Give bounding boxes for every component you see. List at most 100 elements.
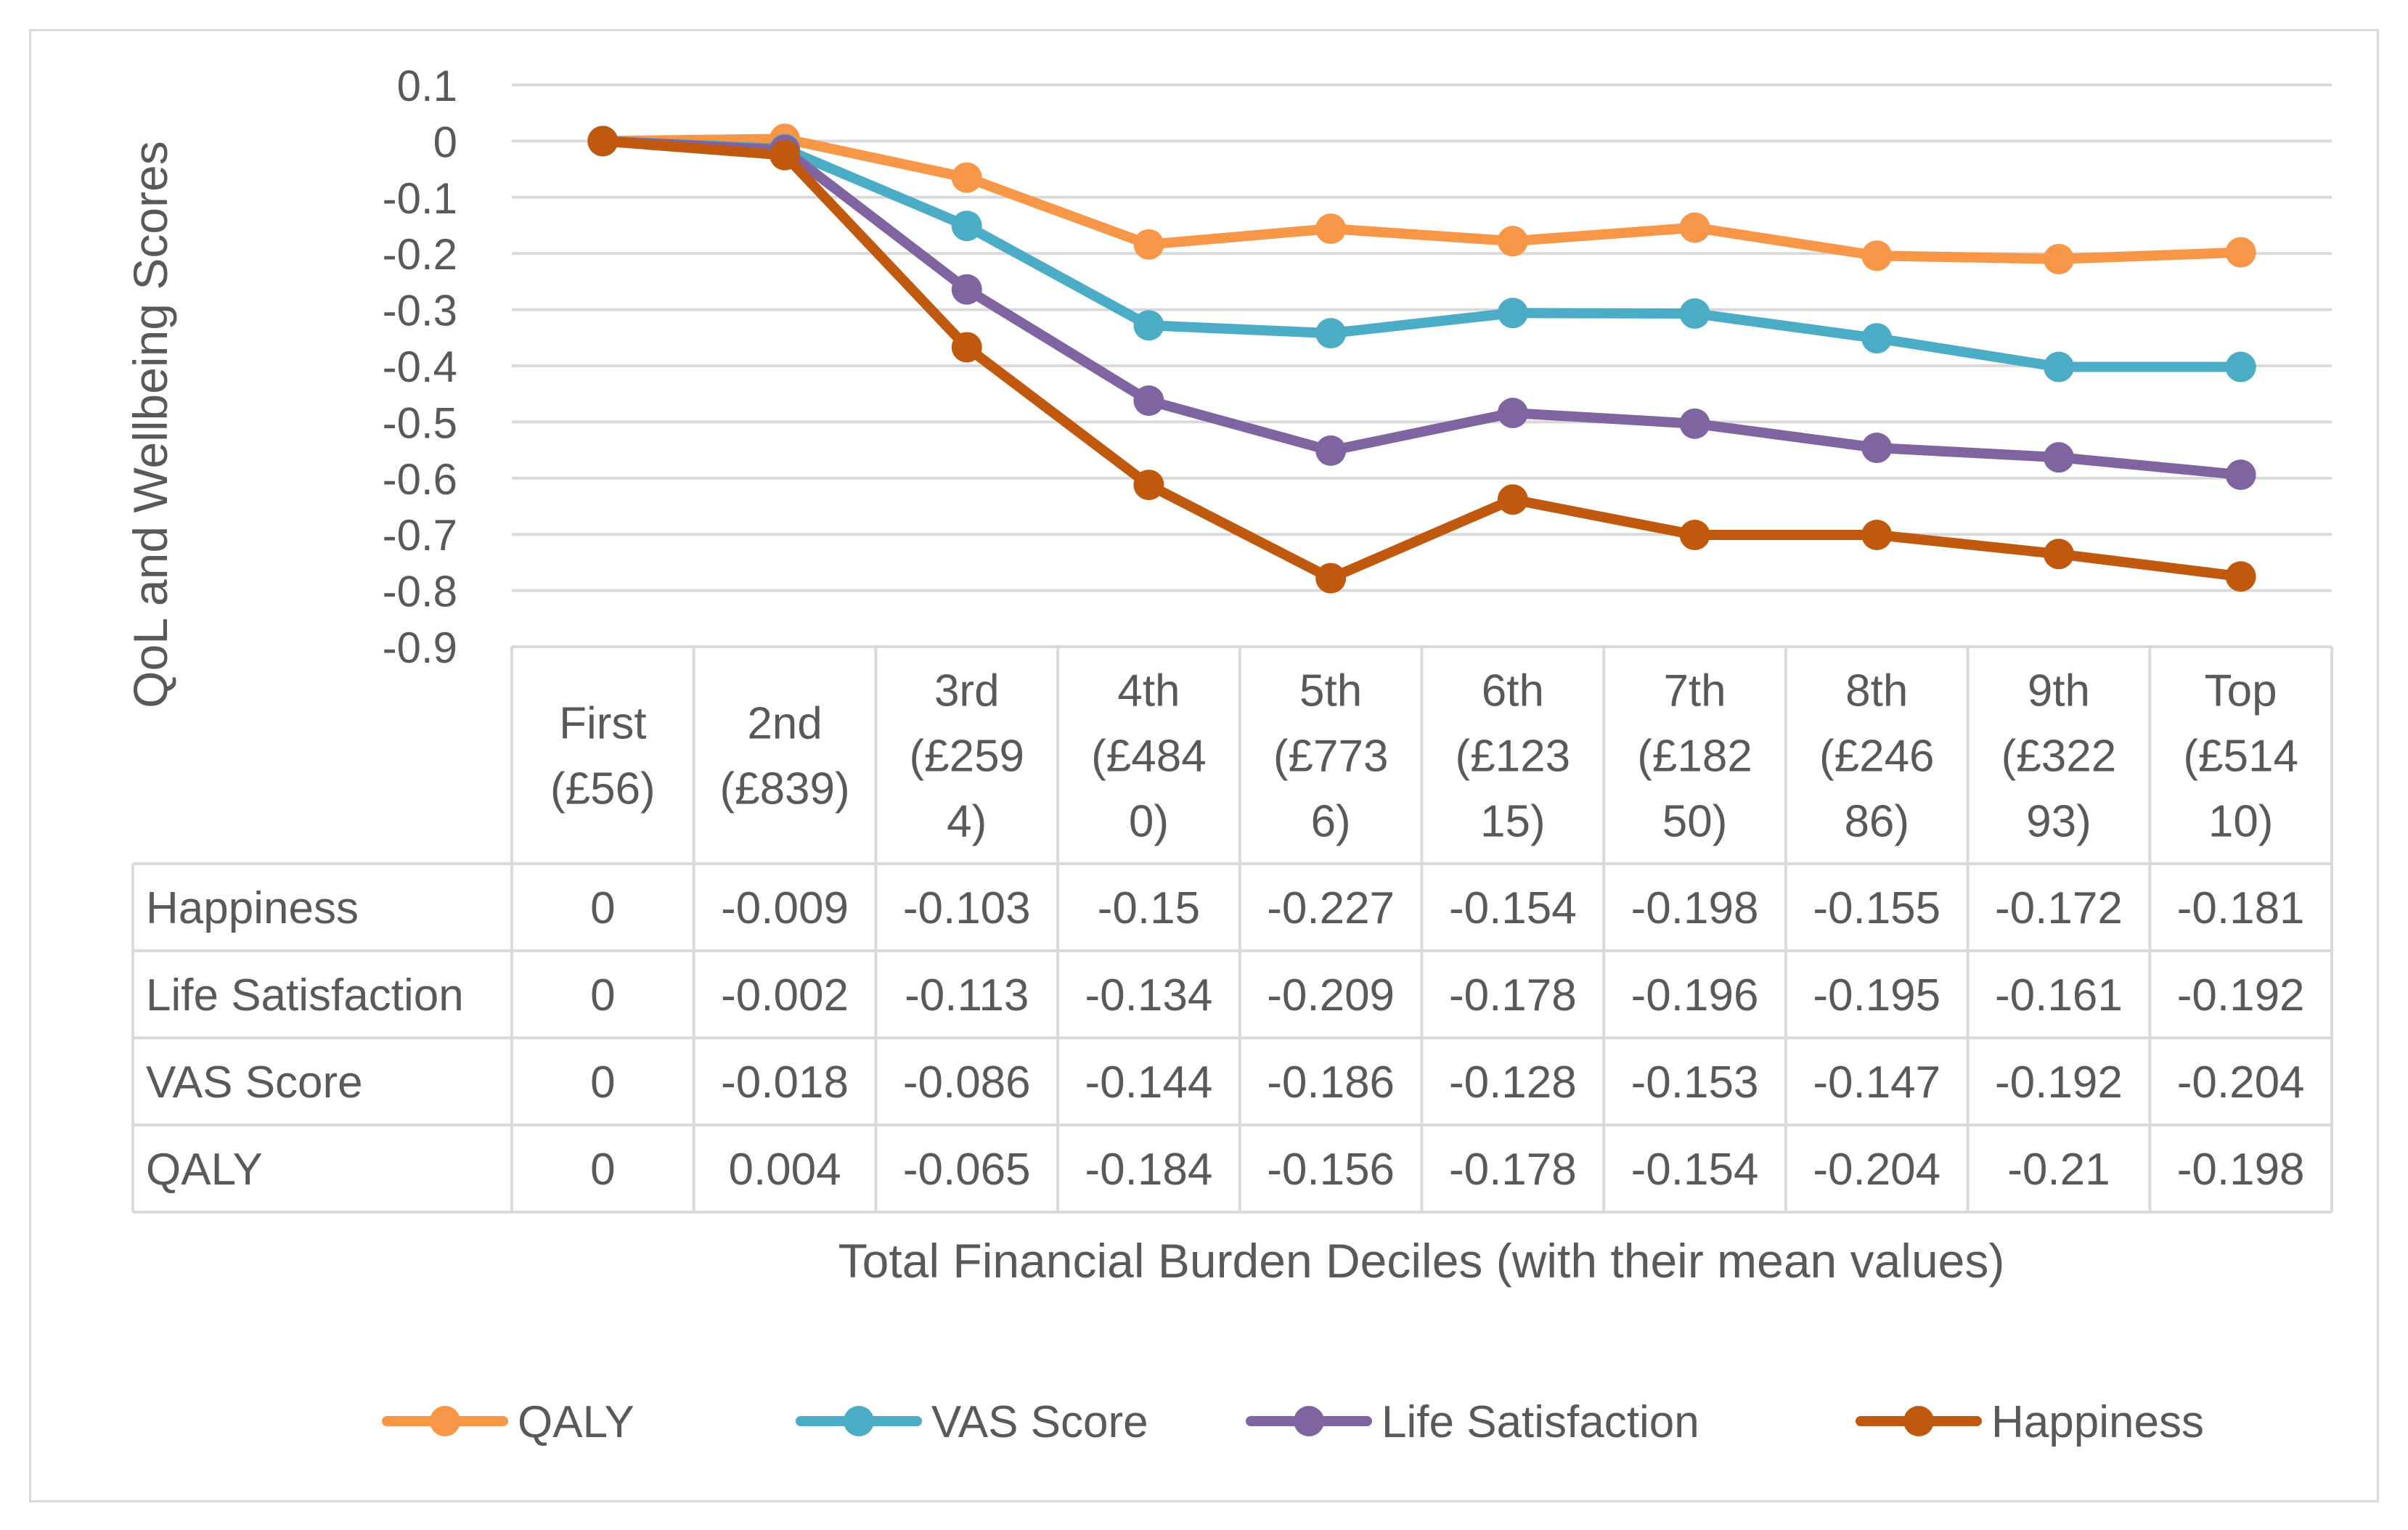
table-cell: -0.009	[721, 883, 849, 933]
table-cell: -0.065	[903, 1145, 1031, 1195]
y-tick-label: -0.1	[383, 174, 457, 223]
chart-frame	[29, 29, 2379, 1502]
y-tick-label: -0.8	[383, 568, 457, 616]
table-cell: -0.147	[1813, 1058, 1940, 1108]
category-label: (£182	[1637, 732, 1752, 782]
table-cell: 0	[590, 1145, 615, 1195]
table-cell: -0.195	[1813, 970, 1940, 1020]
table-cell: -0.113	[905, 970, 1029, 1020]
data-point-qaly	[1497, 226, 1528, 257]
category-label: First	[559, 699, 647, 749]
table-row-label: QALY	[146, 1145, 263, 1195]
legend-marker	[1294, 1406, 1324, 1436]
x-axis-label: Total Financial Burden Deciles (with the…	[838, 1234, 2005, 1288]
y-axis-label: QoL and Wellbeing Scores	[123, 141, 177, 708]
table-cell: -0.181	[2177, 883, 2305, 933]
table-cell: -0.198	[2177, 1145, 2305, 1195]
data-point-qaly	[1133, 229, 1164, 260]
legend-label: VAS Score	[931, 1397, 1148, 1447]
category-label: (£56)	[550, 764, 656, 814]
y-tick-label: -0.6	[383, 455, 457, 504]
table-cell: -0.15	[1098, 883, 1200, 933]
table-cell: -0.154	[1631, 1145, 1759, 1195]
data-point-happiness	[1861, 519, 1893, 550]
category-label: 6)	[1311, 797, 1351, 847]
table-cell: -0.196	[1631, 970, 1759, 1020]
table-cell: -0.192	[1995, 1058, 2123, 1108]
data-point-life-satisfaction	[2043, 442, 2074, 473]
y-tick-label: -0.2	[383, 230, 457, 279]
category-label: 9th	[2028, 666, 2090, 716]
table-cell: -0.204	[2177, 1058, 2305, 1108]
y-tick-label: -0.7	[383, 511, 457, 560]
category-label: (£773	[1273, 732, 1389, 782]
category-label: (£484	[1091, 732, 1207, 782]
table-cell: -0.018	[721, 1058, 849, 1108]
data-point-vas-score	[1315, 318, 1347, 349]
category-label: 4th	[1117, 666, 1180, 716]
legend-marker	[1903, 1406, 1934, 1436]
data-point-life-satisfaction	[951, 274, 982, 305]
y-tick-label: 0	[433, 118, 457, 166]
data-point-happiness	[951, 332, 982, 363]
table-cell: -0.134	[1085, 970, 1213, 1020]
data-point-qaly	[2225, 237, 2256, 268]
data-point-happiness	[587, 126, 619, 157]
data-point-qaly	[1861, 240, 1893, 271]
data-point-qaly	[951, 162, 982, 193]
data-point-vas-score	[2043, 351, 2074, 382]
category-label: 4)	[947, 797, 987, 847]
category-label: 6th	[1482, 666, 1544, 716]
category-label: 86)	[1844, 797, 1909, 847]
category-label: 8th	[1845, 666, 1908, 716]
category-label: (£839)	[719, 764, 849, 814]
table-cell: -0.002	[721, 970, 849, 1020]
category-label: 3rd	[934, 666, 1000, 716]
category-label: 2nd	[747, 699, 822, 749]
table-cell: 0	[590, 883, 615, 933]
category-label: (£123	[1456, 732, 1571, 782]
series-line-vas-score	[597, 136, 2246, 372]
y-tick-label: -0.3	[383, 287, 457, 335]
y-tick-label: -0.4	[383, 343, 457, 391]
table-row-label: Happiness	[146, 883, 359, 933]
category-label: (£514	[2183, 732, 2298, 782]
category-label: 0)	[1129, 797, 1169, 847]
data-point-happiness	[770, 139, 801, 171]
table-cell: -0.128	[1449, 1058, 1577, 1108]
table-cell: -0.153	[1631, 1058, 1759, 1108]
data-point-happiness	[1497, 484, 1528, 515]
data-point-life-satisfaction	[1133, 385, 1164, 416]
data-point-vas-score	[1679, 298, 1710, 330]
table-cell: -0.209	[1267, 970, 1395, 1020]
data-point-happiness	[1133, 470, 1164, 501]
category-label: 5th	[1299, 666, 1362, 716]
category-label: 10)	[2208, 797, 2274, 847]
table-cell: -0.184	[1085, 1145, 1213, 1195]
category-label: 15)	[1480, 797, 1546, 847]
y-tick-label: -0.9	[383, 623, 457, 672]
data-point-happiness	[1315, 562, 1347, 594]
table-cell: -0.227	[1267, 883, 1395, 933]
table-cell: -0.154	[1449, 883, 1577, 933]
table-cell: 0	[590, 1058, 615, 1108]
category-label: 7th	[1663, 666, 1726, 716]
legend-label: Happiness	[1991, 1397, 2204, 1447]
data-point-life-satisfaction	[2225, 459, 2256, 491]
data-point-life-satisfaction	[1497, 398, 1528, 429]
series-line-qaly	[597, 134, 2246, 264]
table-cell: -0.21	[2007, 1145, 2110, 1195]
series-lines	[587, 123, 2256, 594]
series-line-happiness	[597, 136, 2246, 584]
data-point-qaly	[1315, 213, 1347, 245]
legend: QALY VAS Score Life Satisfaction Happiness	[382, 1397, 2204, 1447]
data-point-vas-score	[2225, 351, 2256, 382]
data-point-vas-score	[1861, 323, 1893, 354]
category-label: 93)	[2026, 797, 2091, 847]
table-row-label: Life Satisfaction	[146, 970, 464, 1020]
category-label: 50)	[1662, 797, 1728, 847]
y-axis-tick-labels: 0.1 0 -0.1 -0.2 -0.3 -0.4 -0.5 -0.6 -0.7 -0.8 -0.9	[383, 62, 457, 672]
table-row-label: VAS Score	[146, 1058, 363, 1108]
table-cell: -0.161	[1995, 970, 2123, 1020]
